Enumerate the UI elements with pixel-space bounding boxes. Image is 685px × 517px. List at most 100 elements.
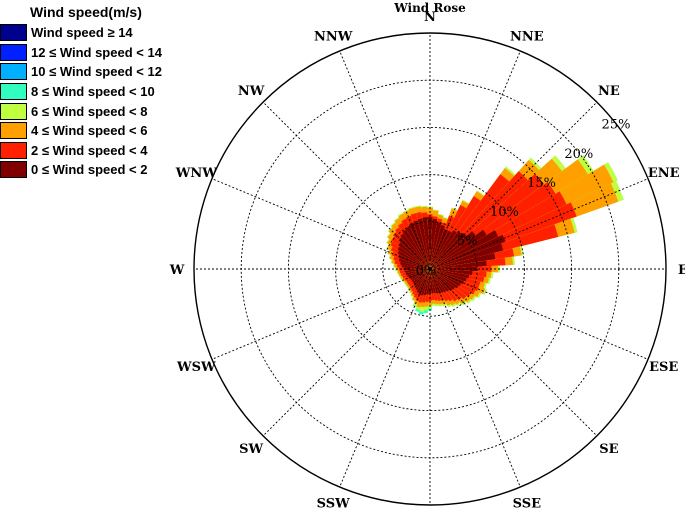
rose-wedge — [402, 229, 430, 269]
rose-wedge — [415, 269, 430, 291]
grid-spoke — [339, 50, 431, 270]
rose-wedge — [416, 269, 430, 293]
direction-label: WSW — [176, 360, 216, 375]
rose-wedge — [430, 231, 462, 269]
rose-wedge — [400, 261, 430, 269]
legend: Wind speed(m/s) Wind speed ≥ 14 12 ≤ Wind… — [0, 4, 162, 180]
rose-wedge — [417, 218, 430, 269]
grid-spoke — [262, 101, 431, 270]
legend-swatch — [0, 24, 27, 42]
legend-swatch — [0, 63, 27, 81]
rose-wedge — [414, 269, 430, 288]
rose-wedge — [430, 269, 442, 294]
rose-wedge — [411, 269, 430, 282]
direction-label: NE — [598, 84, 620, 99]
radial-tick-label: 0% — [416, 264, 437, 279]
rose-wedge — [430, 225, 446, 269]
legend-swatch — [0, 161, 27, 179]
grid-spoke — [429, 50, 521, 270]
rose-wedge — [430, 269, 439, 294]
rose-wedge — [430, 269, 470, 279]
rose-wedge — [410, 269, 430, 281]
rose-wedge — [400, 233, 430, 269]
rose-wedge — [423, 269, 430, 296]
rose-wedge — [430, 269, 467, 282]
rose-wedge — [430, 230, 452, 269]
rose-wedge — [397, 250, 430, 269]
rose-wedge — [430, 269, 447, 293]
rose-wedge — [430, 269, 436, 294]
direction-label: W — [169, 263, 185, 278]
rose-wedge — [430, 230, 457, 269]
rose-wedge — [430, 243, 504, 269]
rose-wedge — [430, 229, 487, 269]
radial-tick-label: 15% — [527, 176, 556, 191]
direction-label: NW — [238, 84, 265, 99]
legend-label: 0 ≤ Wind speed < 2 — [31, 162, 148, 178]
legend-label: 2 ≤ Wind speed < 4 — [31, 142, 148, 158]
rose-wedge — [430, 269, 456, 290]
rose-wedge — [430, 269, 459, 289]
legend-label: Wind speed ≥ 14 — [31, 25, 133, 41]
chart-title: Wind Rose — [393, 1, 466, 15]
legend-item: 10 ≤ Wind speed < 12 — [0, 62, 162, 82]
grid-spoke — [429, 101, 598, 270]
legend-item: 0 ≤ Wind speed < 2 — [0, 160, 162, 180]
grid-circle — [193, 32, 667, 506]
direction-label: WNW — [175, 166, 217, 181]
rose-wedge — [430, 269, 453, 292]
legend-item: 4 ≤ Wind speed < 6 — [0, 121, 162, 141]
rose-wedge — [430, 229, 449, 269]
rose-wedge — [398, 242, 430, 269]
rose-wedge — [420, 269, 430, 296]
rose-wedge — [430, 230, 499, 269]
grid-circle — [335, 174, 525, 364]
grid-spoke — [339, 268, 431, 488]
rose-wedge — [430, 219, 438, 269]
rose-wedge — [430, 269, 450, 292]
grid-spoke — [429, 268, 598, 437]
rose-wedge — [426, 269, 430, 295]
legend-label: 10 ≤ Wind speed < 12 — [31, 64, 162, 80]
direction-label: NNW — [314, 29, 353, 44]
legend-label: 6 ≤ Wind speed < 8 — [31, 103, 148, 119]
direction-label: ENE — [648, 166, 680, 181]
legend-title: Wind speed(m/s) — [30, 4, 142, 20]
legend-swatch — [0, 43, 27, 61]
rose-wedge — [417, 269, 430, 296]
legend-item: 2 ≤ Wind speed < 4 — [0, 141, 162, 161]
grid-circle — [382, 221, 478, 317]
rose-wedge — [412, 269, 430, 284]
direction-label: SSE — [513, 497, 541, 512]
legend-item: 12 ≤ Wind speed < 14 — [0, 43, 162, 63]
rose-wedge — [398, 258, 430, 269]
legend-label: 8 ≤ Wind speed < 10 — [31, 84, 155, 100]
grid-spoke — [429, 268, 521, 488]
rose-wedge — [404, 269, 430, 273]
rose-wedge — [430, 222, 442, 269]
rose-wedge — [430, 269, 444, 293]
legend-swatch — [0, 141, 27, 159]
direction-label: ESE — [649, 360, 678, 375]
radial-tick-label: 25% — [602, 118, 631, 133]
legend-label: 4 ≤ Wind speed < 6 — [31, 123, 148, 139]
grid-spoke — [429, 268, 649, 360]
direction-label: NNE — [510, 29, 544, 44]
legend-swatch — [0, 83, 27, 101]
rose-wedge — [430, 252, 496, 269]
rose-wedge — [397, 246, 430, 269]
legend-swatch — [0, 102, 27, 120]
rose-wedge — [430, 260, 487, 269]
grid-spoke — [211, 178, 431, 270]
legend-item: 8 ≤ Wind speed < 10 — [0, 82, 162, 102]
grid-spoke — [429, 178, 649, 270]
direction-label: SW — [239, 442, 263, 457]
legend-swatch — [0, 122, 27, 140]
rose-wedge — [405, 269, 430, 275]
radial-tick-label: 10% — [490, 205, 519, 220]
direction-label: SSW — [317, 497, 350, 512]
direction-label: N — [424, 10, 436, 25]
rose-wedge — [430, 269, 434, 294]
rose-wedge — [407, 269, 430, 277]
